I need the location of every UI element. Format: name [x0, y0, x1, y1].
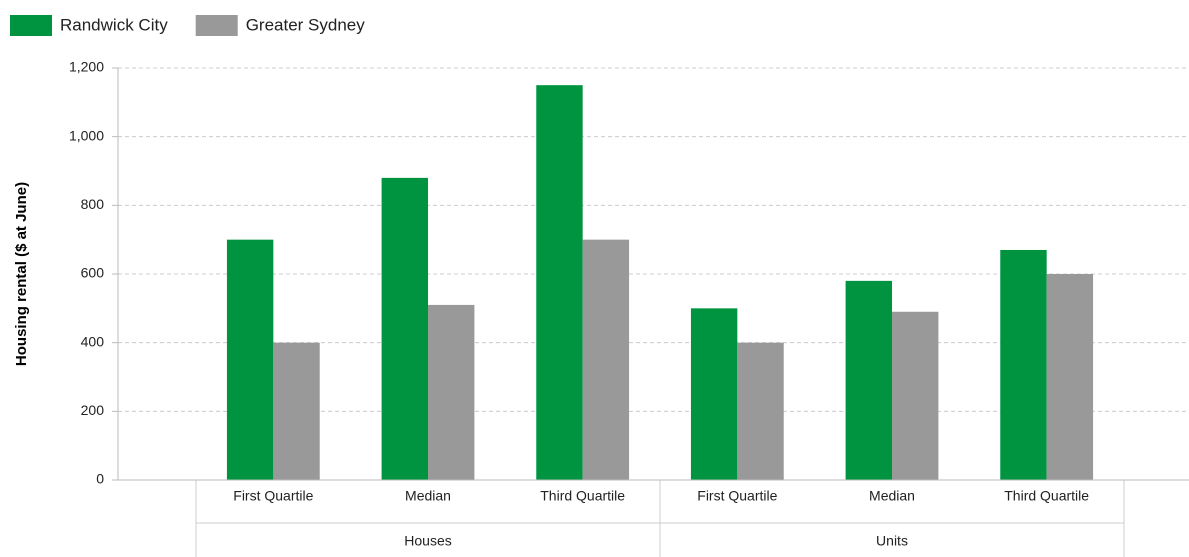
- x-tick-label: First Quartile: [697, 488, 777, 504]
- legend-text: Greater Sydney: [246, 15, 366, 34]
- bar: [582, 239, 630, 480]
- legend-swatch: [10, 15, 52, 36]
- group-label: Houses: [404, 533, 451, 549]
- y-axis-title: Housing rental ($ at June): [13, 182, 30, 366]
- y-tick-label: 800: [81, 196, 105, 212]
- bar: [273, 342, 320, 480]
- y-tick-label: 0: [96, 471, 104, 487]
- x-tick-label: First Quartile: [233, 488, 313, 504]
- group-label: Units: [876, 533, 908, 549]
- bar: [1046, 274, 1094, 480]
- y-tick-label: 1,000: [69, 127, 104, 143]
- x-tick-label: Third Quartile: [540, 488, 625, 504]
- bar: [737, 342, 784, 480]
- bar: [690, 308, 738, 480]
- y-tick-label: 1,200: [69, 59, 104, 75]
- x-tick-label: Third Quartile: [1004, 488, 1089, 504]
- legend-swatch: [195, 15, 238, 36]
- bar: [536, 85, 583, 481]
- y-tick-label: 400: [81, 333, 105, 349]
- bar: [1000, 249, 1047, 480]
- y-tick-label: 200: [81, 402, 105, 418]
- legend-text: Randwick City: [60, 15, 168, 34]
- x-tick-label: Median: [405, 488, 451, 504]
- bar: [892, 311, 939, 480]
- bar: [381, 177, 428, 480]
- y-tick-label: 600: [81, 265, 105, 281]
- x-tick-label: Median: [869, 488, 915, 504]
- bar: [428, 304, 475, 480]
- bar: [845, 280, 892, 480]
- bar: [226, 239, 274, 480]
